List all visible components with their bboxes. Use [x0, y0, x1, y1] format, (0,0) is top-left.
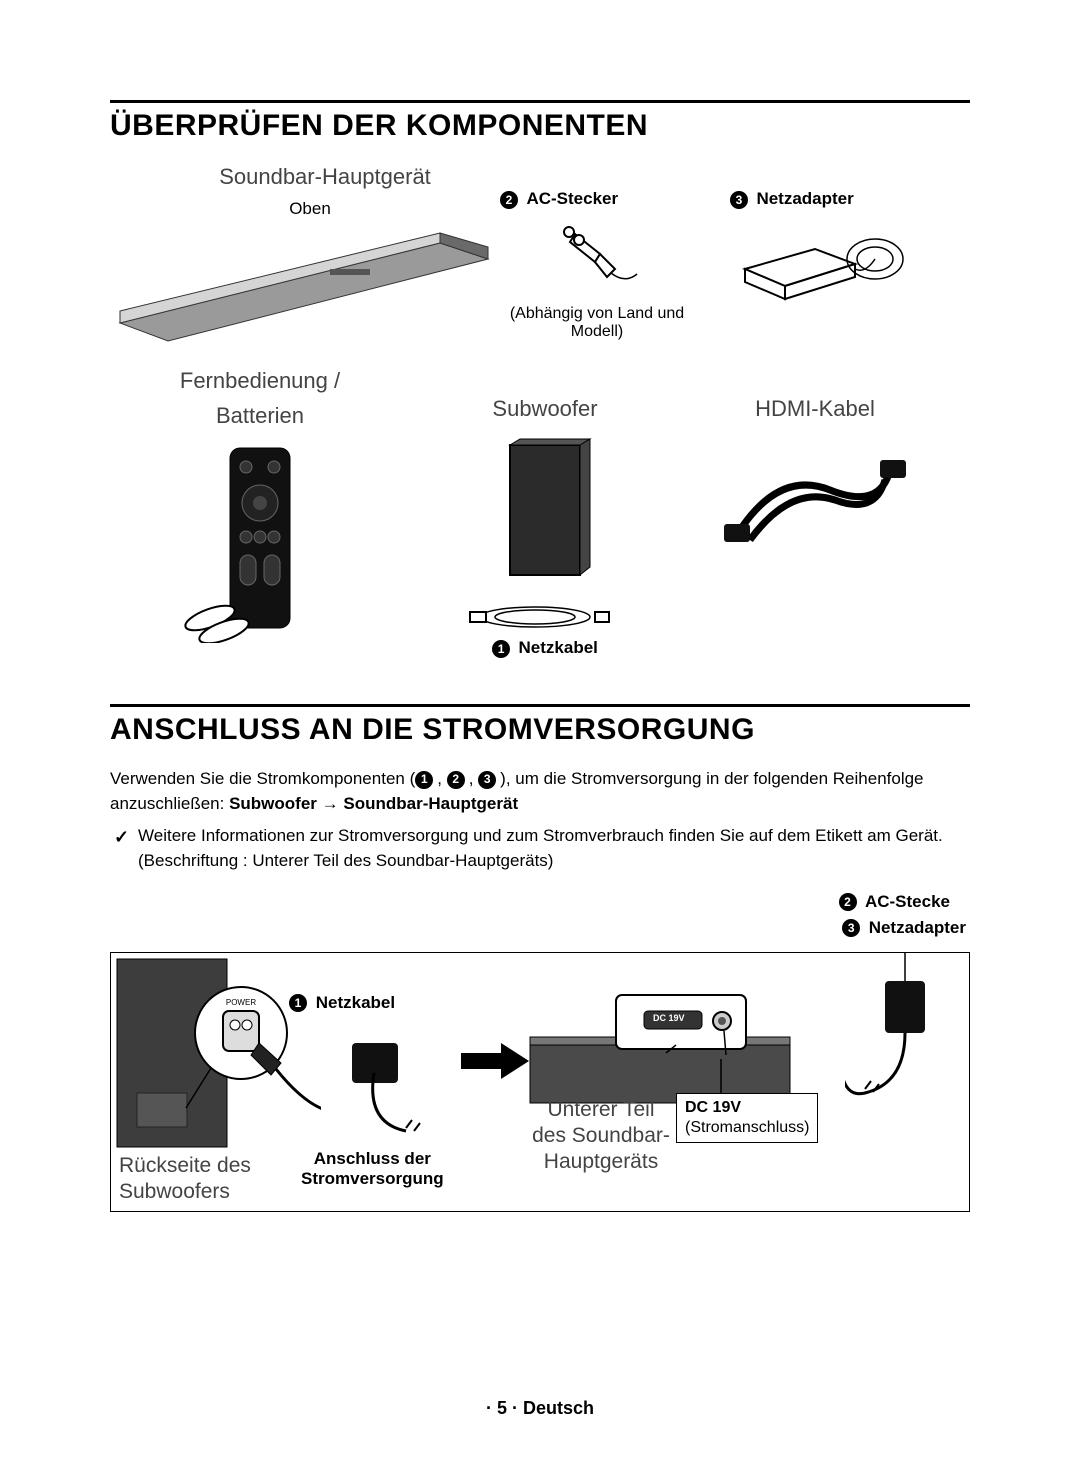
intro-seq-arrow: →: [322, 794, 339, 813]
section-rule: [110, 100, 970, 103]
intro-comma1: ,: [437, 769, 446, 788]
intro-paragraph: Verwenden Sie die Stromkomponenten (1, 2…: [110, 767, 970, 816]
svg-text:POWER: POWER: [226, 998, 256, 1007]
rueckseite-l2: Subwoofers: [119, 1180, 230, 1203]
component-adapter: 3 Netzadapter: [700, 163, 950, 343]
components-row-1: Soundbar-Hauptgerät Oben 2 AC-Stecker: [110, 163, 970, 343]
dc-leader-line: [711, 1059, 751, 1099]
anschluss-l2: Stromversorgung: [301, 1169, 444, 1188]
diagram-toplabels: 2 AC-Stecke 3 Netzadapter: [110, 892, 970, 942]
power-diagram: POWER 1 Netzkabel DC 19V: [110, 952, 970, 1212]
ac-plug-label: AC-Stecker: [526, 189, 618, 208]
adapter-label: Netzadapter: [756, 189, 853, 208]
soundbar-top-label: Oben: [130, 199, 490, 219]
top-ac-line: 2 AC-Stecke: [839, 892, 951, 912]
top-adapter-label: Netzadapter: [869, 918, 966, 937]
intro-num1-icon: 1: [415, 771, 433, 789]
powercord-image: [410, 600, 680, 634]
hdmi-label: HDMI-Kabel: [680, 395, 950, 423]
remote-label-line2: Batterien: [110, 402, 410, 430]
info-note-line2: (Beschriftung : Unterer Teil des Soundba…: [138, 851, 553, 870]
top-ac-num-icon: 2: [839, 893, 857, 911]
powercord-num-icon: 1: [492, 640, 510, 658]
component-soundbar: Soundbar-Hauptgerät Oben: [110, 163, 490, 343]
section-title-power: ANSCHLUSS AN DIE STROMVERSORGUNG: [110, 713, 970, 747]
dc-callout-l2: (Stromanschluss): [685, 1119, 809, 1136]
ac-plug-num-icon: 2: [500, 191, 518, 209]
rueckseite-label: Rückseite des Subwoofers: [119, 1153, 289, 1206]
intro-num2-icon: 2: [447, 771, 465, 789]
unterer-l3: Hauptgeräts: [544, 1150, 658, 1173]
components-row-2: Fernbedienung / Batterien: [110, 367, 970, 659]
powercord-header: 1 Netzkabel: [410, 638, 680, 658]
adapter-num-icon: 3: [730, 191, 748, 209]
unterer-teil-label: Unterer Teil des Soundbar- Hauptgeräts: [521, 1097, 681, 1176]
intro-seq-a: Subwoofer: [229, 794, 317, 813]
adapter-header: 3 Netzadapter: [700, 189, 950, 209]
ac-plug-header: 2 AC-Stecker: [490, 189, 700, 209]
page-footer-text: · 5 · Deutsch: [486, 1398, 594, 1418]
remote-label-line1: Fernbedienung /: [110, 367, 410, 395]
ac-plug-note: (Abhängig von Land und Modell): [490, 305, 700, 341]
component-ac-plug: 2 AC-Stecker (Abhängig von Land und Mode…: [490, 163, 700, 343]
info-note-line1: Weitere Informationen zur Stromversorgun…: [138, 826, 943, 845]
subwoofer-rear-image: POWER: [111, 953, 321, 1153]
hdmi-image: [680, 430, 950, 580]
soundbar-image: [110, 223, 490, 343]
intro-text-a: Verwenden Sie die Stromkomponenten (: [110, 769, 415, 788]
info-note: Weitere Informationen zur Stromversorgun…: [110, 824, 970, 873]
top-adapter-line: 3 Netzadapter: [842, 918, 966, 938]
intro-num3-icon: 3: [478, 771, 496, 789]
component-remote: Fernbedienung / Batterien: [110, 367, 410, 659]
diagram-netzkabel-line: 1 Netzkabel: [289, 993, 395, 1013]
components-area: Soundbar-Hauptgerät Oben 2 AC-Stecker: [110, 163, 970, 658]
diagram-netzkabel-label: Netzkabel: [316, 993, 395, 1012]
powercord-label: Netzkabel: [519, 638, 598, 657]
top-adapter-num-icon: 3: [842, 919, 860, 937]
rueckseite-l1: Rückseite des: [119, 1154, 251, 1177]
unterer-l1: Unterer Teil: [548, 1098, 655, 1121]
soundbar-label: Soundbar-Hauptgerät: [160, 163, 490, 191]
unterer-l2: des Soundbar-: [532, 1124, 670, 1147]
arrow-icon: [461, 1041, 531, 1081]
subwoofer-image: [410, 430, 680, 600]
ac-plug-image: [490, 209, 700, 299]
component-hdmi: HDMI-Kabel: [680, 367, 950, 659]
diagram-netzkabel-num-icon: 1: [289, 994, 307, 1012]
section-title-components: ÜBERPRÜFEN DER KOMPONENTEN: [110, 109, 970, 143]
intro-seq-b: Soundbar-Hauptgerät: [343, 794, 518, 813]
component-subwoofer: Subwoofer 1 Netzkabel: [410, 367, 680, 659]
intro-comma2: ,: [469, 769, 478, 788]
page-footer: · 5 · Deutsch: [0, 1398, 1080, 1419]
anschluss-l1: Anschluss der: [314, 1149, 431, 1168]
dc-callout-l1: DC 19V: [685, 1099, 741, 1116]
dc-port-label: DC 19V: [653, 1013, 685, 1023]
right-adapter-image: [845, 953, 965, 1153]
section-rule: [110, 704, 970, 707]
anschluss-label: Anschluss der Stromversorgung: [301, 1149, 444, 1190]
subwoofer-label: Subwoofer: [410, 395, 680, 423]
top-ac-label: AC-Stecke: [865, 892, 950, 911]
dc-callout: DC 19V (Stromanschluss): [676, 1093, 818, 1143]
remote-image: [110, 438, 410, 648]
wall-adapter-image: [346, 1013, 476, 1163]
adapter-image: [700, 209, 950, 319]
